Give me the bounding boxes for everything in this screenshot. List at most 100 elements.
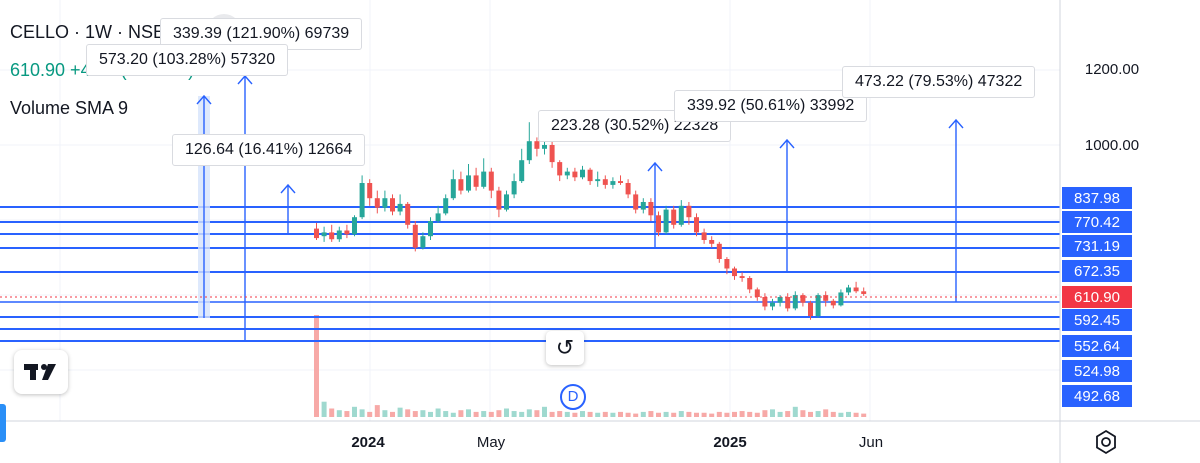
candle	[397, 194, 403, 216]
candle-body	[777, 297, 783, 303]
candle	[405, 202, 411, 229]
settings-icon[interactable]	[1092, 428, 1120, 456]
candle	[412, 221, 418, 252]
candle-body	[321, 232, 327, 237]
candle	[458, 171, 464, 195]
badge-label: 592.45	[1074, 312, 1120, 329]
candle	[686, 202, 692, 225]
candle-body	[504, 194, 509, 210]
candle-body	[640, 202, 646, 210]
volume-bar	[701, 412, 707, 417]
volume-bar	[618, 411, 623, 417]
candle-body	[390, 198, 395, 212]
candle	[473, 167, 479, 191]
volume-indicator-label[interactable]: Volume SMA 9	[10, 98, 129, 118]
measure-arrowhead	[647, 161, 663, 172]
candle	[572, 167, 578, 182]
measure-arrow	[779, 138, 795, 272]
candle	[519, 148, 525, 183]
volume-bar	[694, 412, 699, 417]
candle-body	[595, 179, 601, 182]
candle	[329, 224, 335, 242]
volume-bar	[367, 411, 373, 417]
badge-bg	[1062, 187, 1132, 209]
candlestick-series	[314, 122, 867, 320]
badge-label: 672.35	[1074, 263, 1120, 280]
price-axis[interactable]: 1000.00 1200.00 837.98 770.42 731.19 672.35 61…	[1062, 61, 1139, 407]
candle	[640, 198, 646, 214]
level-price-badge: 672.35	[1062, 260, 1132, 282]
candle-body	[800, 295, 806, 303]
measure-arrow	[196, 94, 212, 318]
candle	[496, 186, 502, 218]
level-price-badge: 592.45	[1062, 309, 1132, 331]
candle	[602, 175, 608, 189]
volume-series	[314, 315, 867, 417]
candle-body	[412, 224, 418, 248]
volume-bar	[488, 411, 494, 417]
tv-logo-icon	[24, 364, 56, 380]
volume-bar	[610, 412, 616, 417]
side-panel-handle[interactable]	[0, 404, 6, 442]
volume-bar	[648, 411, 654, 417]
volume-bar	[572, 412, 578, 417]
badge-label: 731.19	[1074, 238, 1120, 255]
volume-bar	[542, 406, 547, 417]
candle	[344, 224, 350, 239]
candle-body	[792, 295, 798, 309]
symbol-title[interactable]: CELLO · 1W · NSE	[10, 22, 166, 42]
candle	[701, 228, 707, 244]
candle-body	[511, 181, 517, 195]
badge-bg	[1062, 335, 1132, 357]
reset-chart-button[interactable]: ↺	[546, 331, 584, 365]
candle-body	[542, 145, 547, 149]
measure-label-2[interactable]: 573.20 (103.28%) 57320	[86, 44, 289, 76]
measure-label-6[interactable]: 473.22 (79.53%) 47322	[842, 66, 1036, 98]
measure-label-3[interactable]: 126.64 (16.41%) 12664	[172, 134, 366, 166]
time-tick-label: 2024	[351, 434, 385, 451]
candle	[321, 226, 327, 242]
candle	[838, 289, 844, 307]
candle-body	[618, 181, 623, 183]
volume-bar	[519, 411, 525, 417]
tradingview-logo[interactable]	[14, 350, 68, 394]
candle-body	[739, 276, 745, 278]
candle	[732, 266, 737, 280]
candle-body	[830, 300, 836, 306]
candle-body	[420, 236, 426, 248]
price-tick-label: 1200.00	[1085, 61, 1139, 78]
measure-arrow	[948, 118, 964, 302]
measure-label-5[interactable]: 339.92 (50.61%) 33992	[674, 90, 868, 122]
volume-bar	[428, 411, 433, 417]
candle-body	[374, 198, 380, 208]
volume-bar	[640, 411, 646, 417]
level-price-badge: 770.42	[1062, 211, 1132, 233]
level-lines	[0, 206, 1060, 342]
dividend-marker[interactable]: D	[560, 384, 586, 410]
time-axis[interactable]: 2024 May 2025 Jun	[351, 434, 883, 451]
volume-bar	[656, 412, 661, 417]
candle	[808, 300, 813, 320]
candle-body	[549, 145, 555, 163]
badge-bg	[1062, 235, 1132, 257]
volume-bar	[602, 411, 608, 417]
candle	[754, 287, 760, 301]
candle-body	[610, 181, 616, 185]
candle-body	[481, 171, 487, 187]
candle-body	[458, 179, 464, 191]
candle-body	[534, 141, 540, 149]
candle	[352, 215, 357, 237]
volume-bar	[815, 411, 821, 417]
candle-body	[405, 203, 411, 225]
candle-body	[397, 203, 403, 212]
badge-label: 770.42	[1074, 214, 1120, 231]
volume-bar	[808, 411, 813, 417]
candle	[481, 158, 487, 189]
volume-bar	[504, 408, 509, 417]
candle-body	[314, 228, 319, 239]
volume-bar	[792, 406, 798, 417]
volume-bar	[359, 409, 365, 417]
candle-body	[648, 202, 654, 216]
candle	[610, 177, 616, 189]
